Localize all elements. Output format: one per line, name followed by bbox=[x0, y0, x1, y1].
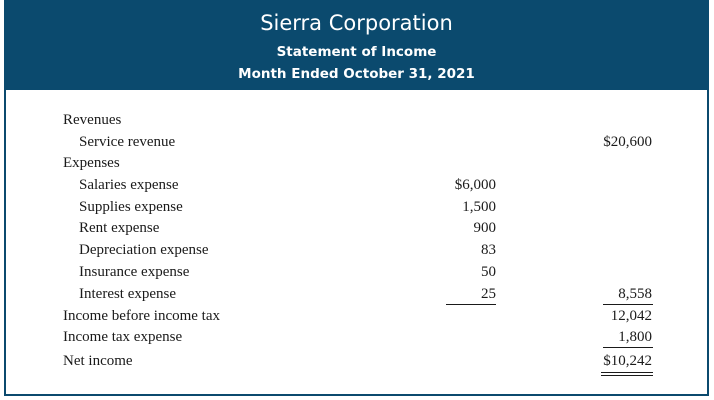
service-revenue-label: Service revenue bbox=[79, 134, 176, 150]
rent-expense-amount: 900 bbox=[473, 220, 497, 236]
insurance-expense-row: Insurance expense 50 bbox=[6, 261, 707, 283]
income-before-tax-label: Income before income tax bbox=[63, 308, 221, 324]
statement-header: Sierra Corporation Statement of Income M… bbox=[6, 2, 707, 90]
income-tax-amount: 1,800 bbox=[618, 329, 652, 345]
total-expenses-amount: 8,558 bbox=[618, 286, 652, 302]
net-income-double-underline bbox=[601, 372, 653, 376]
interest-expense-amount: 25 bbox=[481, 286, 496, 302]
insurance-expense-amount: 50 bbox=[481, 264, 496, 280]
income-before-tax-row: Income before income tax 12,042 bbox=[6, 305, 707, 327]
total-expenses-underline bbox=[603, 304, 653, 305]
depreciation-expense-row: Depreciation expense 83 bbox=[6, 239, 707, 261]
net-income-amount: $10,242 bbox=[603, 353, 652, 369]
income-tax-row: Income tax expense 1,800 bbox=[6, 326, 707, 348]
net-income-label: Net income bbox=[63, 353, 133, 369]
revenues-heading: Revenues bbox=[63, 112, 122, 128]
company-name: Sierra Corporation bbox=[260, 11, 453, 35]
insurance-expense-label: Insurance expense bbox=[79, 264, 190, 280]
salaries-expense-row: Salaries expense $6,000 bbox=[6, 174, 707, 196]
service-revenue-row: Service revenue $20,600 bbox=[6, 131, 707, 153]
expenses-column-underline bbox=[446, 304, 496, 305]
expenses-heading: Expenses bbox=[63, 155, 120, 171]
depreciation-expense-amount: 83 bbox=[481, 242, 496, 258]
statement-period: Month Ended October 31, 2021 bbox=[238, 66, 475, 82]
income-before-tax-amount: 12,042 bbox=[610, 308, 652, 324]
salaries-expense-amount: $6,000 bbox=[454, 177, 496, 193]
supplies-expense-row: Supplies expense 1,500 bbox=[6, 196, 707, 218]
supplies-expense-amount: 1,500 bbox=[462, 199, 496, 215]
income-statement: Sierra Corporation Statement of Income M… bbox=[4, 0, 709, 396]
net-income-row: Net income $10,242 bbox=[6, 350, 707, 372]
statement-title: Statement of Income bbox=[276, 44, 437, 60]
revenues-heading-row: Revenues bbox=[6, 109, 707, 131]
statement-body: Revenues Service revenue $20,600 Expense… bbox=[6, 90, 707, 394]
expenses-heading-row: Expenses bbox=[6, 152, 707, 174]
income-tax-underline bbox=[603, 347, 653, 348]
service-revenue-amount: $20,600 bbox=[603, 134, 652, 150]
supplies-expense-label: Supplies expense bbox=[79, 199, 183, 215]
income-tax-label: Income tax expense bbox=[63, 329, 183, 345]
salaries-expense-label: Salaries expense bbox=[79, 177, 179, 193]
rent-expense-row: Rent expense 900 bbox=[6, 217, 707, 239]
interest-expense-label: Interest expense bbox=[79, 286, 177, 302]
depreciation-expense-label: Depreciation expense bbox=[79, 242, 209, 258]
rent-expense-label: Rent expense bbox=[79, 220, 160, 236]
interest-expense-row: Interest expense 25 8,558 bbox=[6, 283, 707, 305]
